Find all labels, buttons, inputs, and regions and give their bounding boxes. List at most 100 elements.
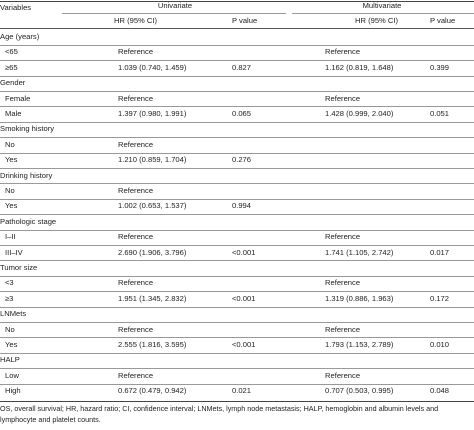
multivariate-hr-cell: Reference [325,232,361,242]
item-label: No [5,186,15,195]
multivariate-hr-cell: 1.741 (1.105, 2.742) [325,247,394,257]
item-label: <65 [5,47,18,57]
table-group-row: LNMets [0,307,474,321]
table-group-row: Gender [0,76,474,90]
table-group-row: Smoking history [0,122,474,136]
univariate-p-cell: <0.001 [232,247,256,257]
univariate-span-rule [62,13,286,14]
table-row: ≥65 1.039 (0.740, 1.459) 0.827 1.162 (0.819… [0,61,474,75]
univariate-p-cell: 0.827 [232,62,252,72]
table-row: No Reference [0,138,474,152]
univariate-hr-cell: 2.555 (1.816, 3.595) [118,340,187,349]
row-divider [0,291,474,293]
univariate-hr-cell: Reference [118,186,154,195]
item-label: High [5,386,21,396]
univariate-hr-cell: Reference [118,278,154,288]
group-label: Pathologic stage [0,216,57,226]
univariate-hr-cell: Reference [118,93,154,103]
item-label: Low [5,370,19,380]
multivariate-p-cell: 0.051 [430,109,450,118]
table-row: Yes 1.210 (0.859, 1.704) 0.276 [0,153,474,167]
table-top-rule [0,1,474,2]
univariate-p-cell: <0.001 [232,293,256,303]
multivariate-p-header: P value [430,16,456,25]
table-group-row: Tumor size [0,261,474,275]
univariate-hr-cell: Reference [118,324,154,334]
univariate-hr-cell: 1.397 (0.980, 1.991) [118,109,187,118]
table-bottom-rule [0,401,474,402]
group-label: Drinking history [0,170,53,180]
item-label: No [5,139,15,149]
row-divider [0,260,474,262]
table-row: No Reference Reference [0,323,474,337]
group-label: HALP [0,355,20,365]
table-footnote: OS, overall survival; HR, hazard ratio; … [0,404,439,424]
row-divider [0,60,474,62]
table-row: III–IV 2.690 (1.906, 3.796) <0.001 1.741 (1… [0,246,474,260]
multivariate-p-cell: 0.172 [430,293,450,303]
multivariate-p-cell: 0.017 [430,247,450,257]
univariate-hr-cell: 1.039 (0.740, 1.459) [118,62,187,72]
univariate-hr-header: HR (95% CI) [114,16,158,25]
row-divider [0,137,474,139]
multivariate-hr-header: HR (95% CI) [355,16,399,25]
multivariate-hr-cell: 0.707 (0.503, 0.995) [325,386,394,396]
item-label: I–II [5,232,16,242]
item-label: Yes [5,155,18,165]
multivariate-hr-cell: 1.793 (1.153, 2.789) [325,340,394,349]
table-row: Female Reference Reference [0,92,474,106]
multivariate-hr-cell: Reference [325,324,361,334]
univariate-hr-cell: 1.002 (0.653, 1.537) [118,201,187,211]
multivariate-hr-cell: 1.162 (0.819, 1.648) [325,62,394,72]
table-group-row: Drinking history [0,169,474,183]
univariate-hr-cell: 1.210 (0.859, 1.704) [118,155,187,165]
multivariate-p-cell: 0.010 [430,340,450,349]
table-row: No Reference [0,184,474,198]
header-bottom-rule [0,28,474,29]
row-divider [0,275,474,277]
multivariate-hr-cell: Reference [325,370,361,380]
item-label: <3 [5,278,14,288]
group-label: Smoking history [0,124,55,134]
table-row: <65 Reference Reference [0,45,474,59]
group-label: LNMets [0,309,27,319]
table-row: ≥3 1.951 (1.345, 2.832) <0.001 1.319 (0.886… [0,292,474,306]
univariate-p-cell: 0.994 [232,201,252,211]
item-label: ≥65 [5,62,18,72]
item-label: Yes [5,201,18,211]
multivariate-p-cell: 0.048 [430,386,450,396]
row-divider [0,245,474,246]
row-divider [0,106,474,108]
multivariate-hr-cell: Reference [325,93,361,103]
table-group-row: HALP [0,353,474,367]
multivariate-p-cell: 0.399 [430,62,450,72]
row-divider [0,337,474,339]
univariate-hr-cell: Reference [118,370,154,380]
item-label: Male [5,109,22,118]
univariate-p-cell: 0.276 [232,155,252,165]
item-label: III–IV [5,247,23,257]
table-row: <3 Reference Reference [0,276,474,290]
univariate-hr-cell: Reference [118,232,154,242]
table-row: I–II Reference Reference [0,230,474,244]
univariate-header: Univariate [157,1,193,10]
row-divider [0,322,474,323]
table-group-row: Pathologic stage [0,215,474,229]
univariate-p-header: P value [232,16,258,25]
univariate-p-cell: 0.065 [232,109,252,118]
row-divider [0,306,474,308]
group-label: Age (years) [0,32,40,41]
multivariate-hr-cell: 1.428 (0.999, 2.040) [325,109,394,118]
univariate-hr-cell: 0.672 (0.479, 0.942) [118,386,187,396]
table-row: Male 1.397 (0.980, 1.991) 0.065 1.428 (0.99… [0,107,474,121]
univariate-hr-cell: Reference [118,47,154,57]
row-divider [0,183,474,185]
row-divider [0,152,474,154]
row-divider [0,352,474,354]
multivariate-hr-cell: Reference [325,278,361,288]
univariate-hr-cell: Reference [118,139,154,149]
item-label: Female [5,93,31,103]
row-divider [0,198,474,200]
univariate-p-cell: <0.001 [232,340,256,349]
multivariate-hr-cell: Reference [325,47,361,57]
